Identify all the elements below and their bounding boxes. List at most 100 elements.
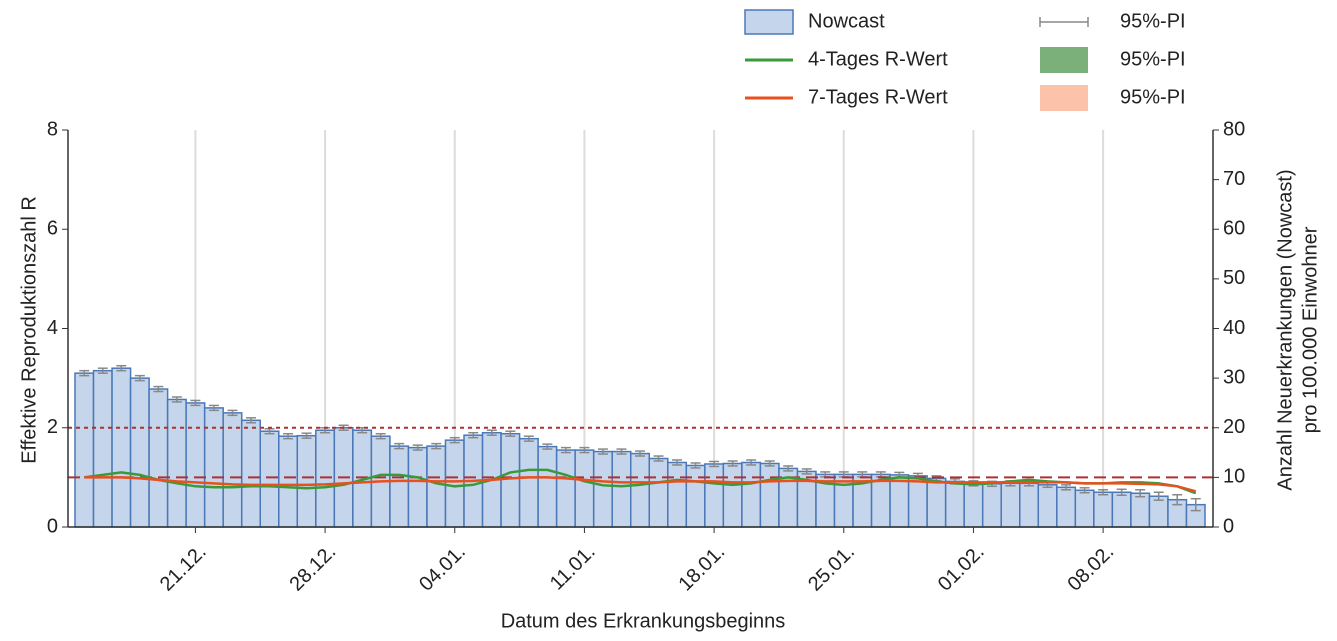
y2-axis-title: Anzahl Neuerkrankungen (Nowcast) [1274,169,1296,490]
bar [889,474,910,528]
bar [1019,482,1040,528]
bar [592,450,613,528]
bar [629,452,651,528]
bar [611,450,632,528]
error-bar [597,448,608,455]
error-bar [1098,489,1109,496]
error-bar [394,442,405,450]
error-bar [190,399,201,407]
bar [907,475,928,528]
error-bar [116,364,127,372]
bar [555,449,576,528]
error-bar [301,432,312,439]
error-bar [431,442,442,450]
error-bar [505,430,516,437]
error-bar [1061,484,1072,491]
bar [722,462,743,528]
bar [574,449,595,528]
legend-label: 95%-PI [1120,10,1186,32]
bar [185,402,206,528]
error-bar [635,450,645,457]
error-bar [134,374,145,382]
error-bar [1116,488,1127,496]
bar [92,369,113,528]
legend-label: 95%-PI [1120,48,1186,70]
y2-tick-label: 20 [1223,416,1245,438]
bar [1056,486,1077,528]
bar [148,388,169,528]
bar [203,407,224,528]
error-bar [486,429,497,436]
error-bar [579,446,590,454]
error-bar [801,468,812,475]
y2-tick-label: 60 [1223,218,1245,240]
legend-label: 4-Tages R-Wert [808,48,948,70]
error-bar [79,369,90,377]
bar [129,377,150,528]
y2-tick-label: 70 [1223,168,1245,190]
bar [1093,491,1114,528]
y-tick-label: 2 [47,416,58,438]
x-tick-label: 18.01. [674,541,729,596]
bar [111,367,132,528]
legend-swatch [1040,47,1088,73]
bar [944,480,965,528]
x-tick-label: 25.01. [804,541,859,596]
bar [759,462,780,528]
error-bar [1172,493,1183,506]
x-tick-label: 04.01. [415,541,470,596]
error-bar [449,436,460,444]
error-bar [653,455,664,462]
y-tick-label: 0 [47,515,58,537]
error-bar [560,446,571,454]
bar [166,398,187,528]
error-bar [746,459,757,466]
legend-swatch [744,9,794,35]
bar [537,445,558,528]
y-tick-label: 6 [47,218,58,240]
bar [296,434,317,528]
bar [389,445,410,528]
y2-tick-label: 80 [1223,118,1245,140]
error-bar [375,432,386,440]
y2-axis-title: pro 100.000 Einwohner [1299,226,1321,433]
error-bar [227,409,238,417]
error-bar [412,444,423,451]
error-bar [523,435,534,442]
bar [963,482,984,528]
error-bar [171,396,182,403]
error-bar [1190,497,1201,512]
bar [667,461,688,528]
bar [278,435,299,528]
y2-tick-label: 0 [1223,515,1234,537]
bar [981,483,1002,528]
legend-swatch [1040,85,1088,111]
x-tick-label: 08.02. [1064,541,1119,596]
bar [685,464,706,528]
error-bar [1079,487,1090,494]
error-bar [672,459,683,466]
bar [500,432,521,528]
bar [1074,489,1095,528]
bar [926,477,947,528]
bar [1037,484,1058,528]
bar [1130,492,1151,528]
error-bar [97,367,108,374]
error-bar [245,417,256,424]
x-tick-label: 01.02. [934,541,989,596]
error-bar [153,385,164,393]
error-bar [616,448,627,455]
y2-tick-label: 50 [1223,267,1245,289]
error-bar [727,460,738,467]
bar [1111,491,1132,528]
y2-tick-label: 10 [1223,466,1245,488]
bar [74,372,95,528]
y-tick-label: 8 [47,118,58,140]
y2-tick-label: 30 [1223,366,1245,388]
x-tick-label: 11.01. [546,541,600,595]
x-tick-label: 28.12. [285,541,340,596]
bar [315,429,336,528]
error-bar [783,465,794,472]
bar [426,445,447,528]
